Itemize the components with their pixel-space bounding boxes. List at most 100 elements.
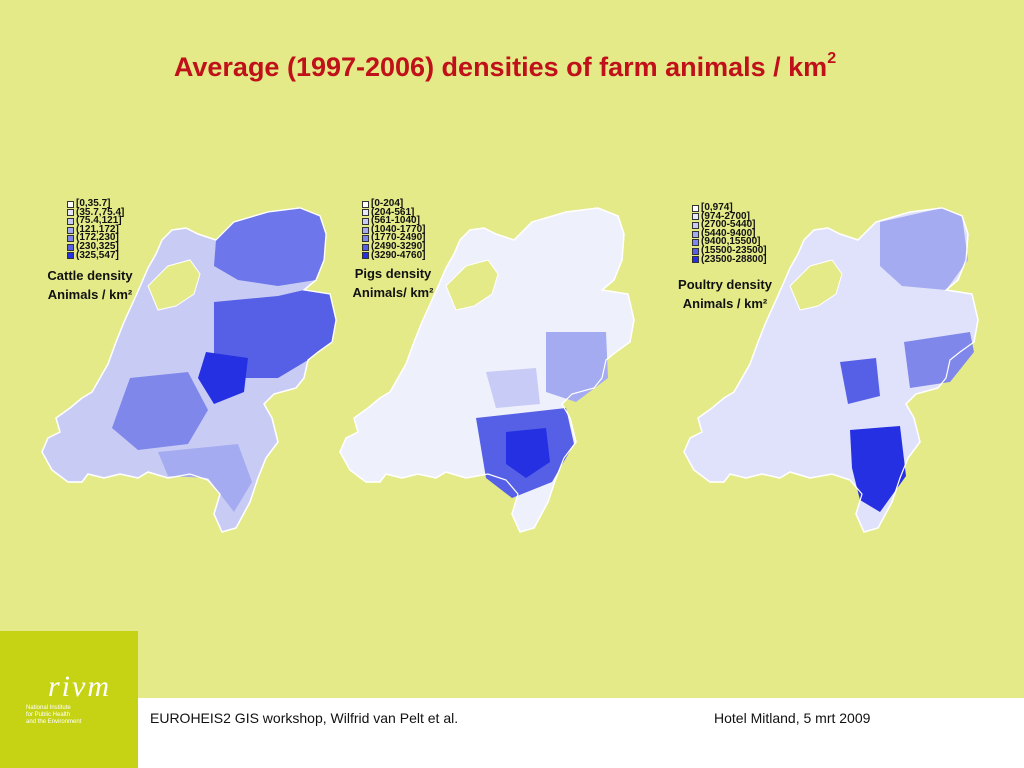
- legend-label: (230,325]: [76, 240, 119, 252]
- footer-venue-date: Hotel Mitland, 5 mrt 2009: [714, 710, 871, 726]
- pigs-region-east: [546, 332, 608, 402]
- legend-label: [0,974]: [701, 202, 733, 213]
- slide-title: Average (1997-2006) densities of farm an…: [0, 50, 1010, 83]
- institute-name: National Institute for Public Health and…: [26, 705, 81, 726]
- pigs-label: Pigs density Animals/ km²: [333, 264, 453, 302]
- legend-item: (23500-28800]: [692, 253, 767, 265]
- rivm-logo-block: [0, 631, 138, 768]
- legend-swatch: [67, 209, 74, 217]
- pigs-region-center: [486, 368, 540, 408]
- pigs-map: [339, 207, 635, 533]
- poultry-region-south: [850, 426, 906, 512]
- legend-swatch: [67, 226, 74, 234]
- legend-item: [0-204]: [362, 198, 425, 209]
- legend-label: (5440-9400]: [701, 227, 756, 239]
- legend-label: (1770-2490]: [371, 232, 426, 244]
- cattle-label-line2: Animals / km²: [47, 287, 133, 302]
- legend-label: (2490-3290]: [371, 240, 426, 252]
- poultry-region-north: [880, 208, 968, 290]
- legend-swatch: [692, 204, 699, 212]
- legend-item: (35.7,75.4]: [67, 207, 124, 218]
- legend-swatch: [692, 213, 699, 221]
- legend-label: (204-561]: [371, 206, 415, 218]
- legend-label: (561-1040]: [371, 215, 420, 227]
- legend-item: (325,547]: [67, 249, 124, 261]
- legend-item: (561-1040]: [362, 215, 425, 227]
- legend-label: (2700-5440]: [701, 219, 756, 231]
- legend-swatch: [362, 252, 369, 260]
- cattle-region-south: [158, 444, 252, 512]
- legend-item: (75.4,121]: [67, 215, 124, 227]
- legend-label: (172,230]: [76, 232, 119, 244]
- legend-swatch: [362, 217, 369, 225]
- legend-item: (974-2700]: [692, 210, 767, 222]
- pigs-label-line1: Pigs density: [354, 266, 432, 281]
- legend-item: (5440-9400]: [692, 227, 767, 239]
- institute-line: for Public Health: [26, 712, 71, 718]
- legend-item: (2700-5440]: [692, 219, 767, 231]
- institute-line: National Institute: [26, 705, 71, 711]
- legend-label: (75.4,121]: [76, 215, 122, 227]
- legend-label: (325,547]: [76, 249, 119, 261]
- poultry-legend: [0,974] (974-2700] (2700-5440] (5440-940…: [692, 202, 767, 265]
- title-superscript: 2: [827, 50, 837, 67]
- legend-item: [0,974]: [692, 202, 767, 213]
- legend-swatch: [67, 243, 74, 251]
- pigs-legend: [0-204] (204-561] (561-1040] (1040-1770]…: [362, 198, 426, 261]
- poultry-label-line1: Poultry density: [678, 277, 772, 292]
- legend-label: (974-2700]: [701, 210, 750, 222]
- legend-item: (121,172]: [67, 223, 124, 235]
- legend-item: (172,230]: [67, 232, 124, 244]
- cattle-region-east: [214, 290, 336, 378]
- footer-event: EUROHEIS2 GIS workshop, Wilfrid van Pelt…: [150, 710, 459, 726]
- legend-label: [0-204]: [371, 198, 404, 209]
- poultry-label: Poultry density Animals / km²: [660, 275, 790, 313]
- legend-swatch: [692, 221, 699, 229]
- legend-item: (9400,15500]: [692, 236, 767, 248]
- cattle-label-line1: Cattle density: [47, 268, 133, 283]
- poultry-region-center: [840, 358, 880, 404]
- legend-item: (204-561]: [362, 206, 425, 218]
- legend-item: [0,35.7]: [67, 198, 124, 209]
- legend-label: (23500-28800]: [701, 253, 767, 265]
- legend-swatch: [362, 235, 369, 243]
- legend-swatch: [362, 200, 369, 208]
- poultry-label-line2: Animals / km²: [682, 296, 768, 311]
- legend-item: (1040-1770]: [362, 223, 426, 235]
- legend-swatch: [692, 239, 699, 247]
- legend-label: [0,35.7]: [76, 198, 111, 209]
- legend-item: (15500-23500]: [692, 244, 767, 256]
- cattle-map: [41, 207, 337, 533]
- legend-item: (3290-4760]: [362, 249, 426, 261]
- legend-label: (3290-4760]: [371, 249, 426, 261]
- poultry-region-east: [904, 332, 974, 388]
- legend-label: (15500-23500]: [701, 244, 767, 256]
- pigs-region-core: [506, 428, 550, 478]
- cattle-legend: [0,35.7] (35.7,75.4] (75.4,121] (121,172…: [67, 198, 124, 261]
- legend-swatch: [692, 247, 699, 255]
- slide-title-text: Average (1997-2006) densities of farm an…: [173, 52, 828, 82]
- pigs-label-line2: Animals/ km²: [352, 285, 434, 300]
- legend-label: (1040-1770]: [371, 223, 426, 235]
- cattle-region-north: [214, 208, 326, 286]
- legend-swatch: [67, 235, 74, 243]
- institute-line: and the Environment: [26, 719, 82, 725]
- legend-item: (2490-3290]: [362, 240, 426, 252]
- legend-swatch: [67, 217, 74, 225]
- legend-swatch: [362, 226, 369, 234]
- legend-swatch: [692, 230, 699, 238]
- legend-item: (230,325]: [67, 240, 124, 252]
- cattle-region-center: [198, 352, 248, 404]
- legend-swatch: [67, 252, 74, 260]
- legend-swatch: [362, 243, 369, 251]
- legend-label: (121,172]: [76, 223, 119, 235]
- rivm-logo: rivm: [48, 670, 111, 703]
- legend-swatch: [362, 209, 369, 217]
- footer-bar: [0, 698, 1024, 768]
- poultry-map: [683, 207, 979, 533]
- legend-item: (1770-2490]: [362, 232, 426, 244]
- legend-label: (9400,15500]: [701, 236, 761, 248]
- cattle-region-west: [112, 372, 208, 450]
